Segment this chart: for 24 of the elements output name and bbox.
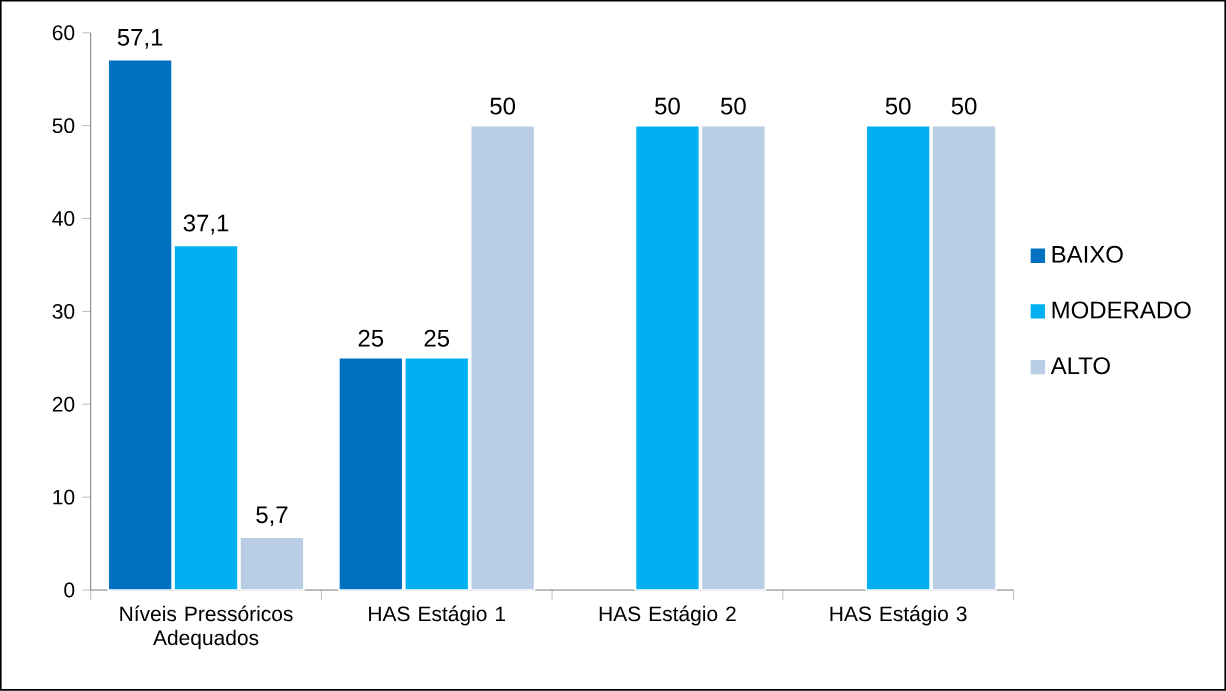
data-label: 25 xyxy=(358,329,384,347)
data-label: 50 xyxy=(720,97,746,115)
y-tick-label: 20 xyxy=(52,397,75,412)
x-tick-label: HAS Estágio 3 xyxy=(830,605,967,626)
y-tick-label: 10 xyxy=(53,489,75,505)
legend-label: ALTO xyxy=(1050,357,1110,375)
data-label: 5,7 xyxy=(256,506,288,527)
y-tick-label: 60 xyxy=(52,25,75,41)
x-tick-label: Níveis Pressóricos Adequados xyxy=(120,605,293,650)
data-label: 37,1 xyxy=(183,214,229,235)
y-tick-label: 40 xyxy=(52,211,75,227)
y-tick-label: 30 xyxy=(52,304,75,319)
legend-label: MODERADO xyxy=(1052,301,1191,319)
y-tick-label: 50 xyxy=(52,118,75,134)
data-label: 50 xyxy=(490,97,516,115)
x-tick-label: HAS Estágio 2 xyxy=(599,605,736,626)
data-label: 25 xyxy=(424,329,450,347)
x-tick-label: HAS Estágio 1 xyxy=(369,605,506,626)
data-label: 57,1 xyxy=(117,29,163,49)
data-label: 50 xyxy=(885,97,911,115)
legend-label: BAIXO xyxy=(1052,246,1123,263)
data-label: 50 xyxy=(951,97,977,115)
data-label: 50 xyxy=(655,97,680,115)
y-tick-label: 0 xyxy=(64,582,75,598)
